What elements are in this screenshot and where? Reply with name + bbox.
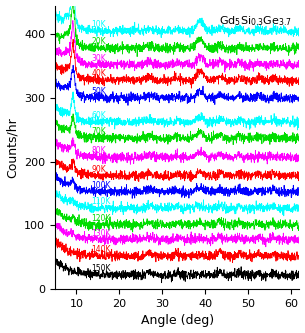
Text: 20K: 20K — [92, 37, 106, 46]
Text: 100K: 100K — [92, 181, 111, 190]
Text: Gd$_5$Si$_{0.3}$Ge$_{3.7}$: Gd$_5$Si$_{0.3}$Ge$_{3.7}$ — [220, 14, 292, 28]
X-axis label: Angle (deg): Angle (deg) — [141, 314, 214, 327]
Text: 120K: 120K — [92, 214, 111, 223]
Text: 130K: 130K — [92, 228, 111, 237]
Text: 150K: 150K — [92, 264, 111, 273]
Text: 30K: 30K — [92, 54, 106, 63]
Text: 110K: 110K — [92, 197, 111, 206]
Text: 40K: 40K — [92, 69, 106, 78]
Text: 50K: 50K — [92, 87, 106, 96]
Text: 70K: 70K — [92, 127, 106, 136]
Text: 60K: 60K — [92, 111, 106, 120]
Y-axis label: Counts/hr: Counts/hr — [5, 117, 19, 178]
Text: 140K: 140K — [92, 245, 111, 254]
Text: 10K: 10K — [92, 20, 106, 29]
Text: 80K: 80K — [92, 146, 106, 155]
Text: 90K: 90K — [92, 165, 106, 174]
